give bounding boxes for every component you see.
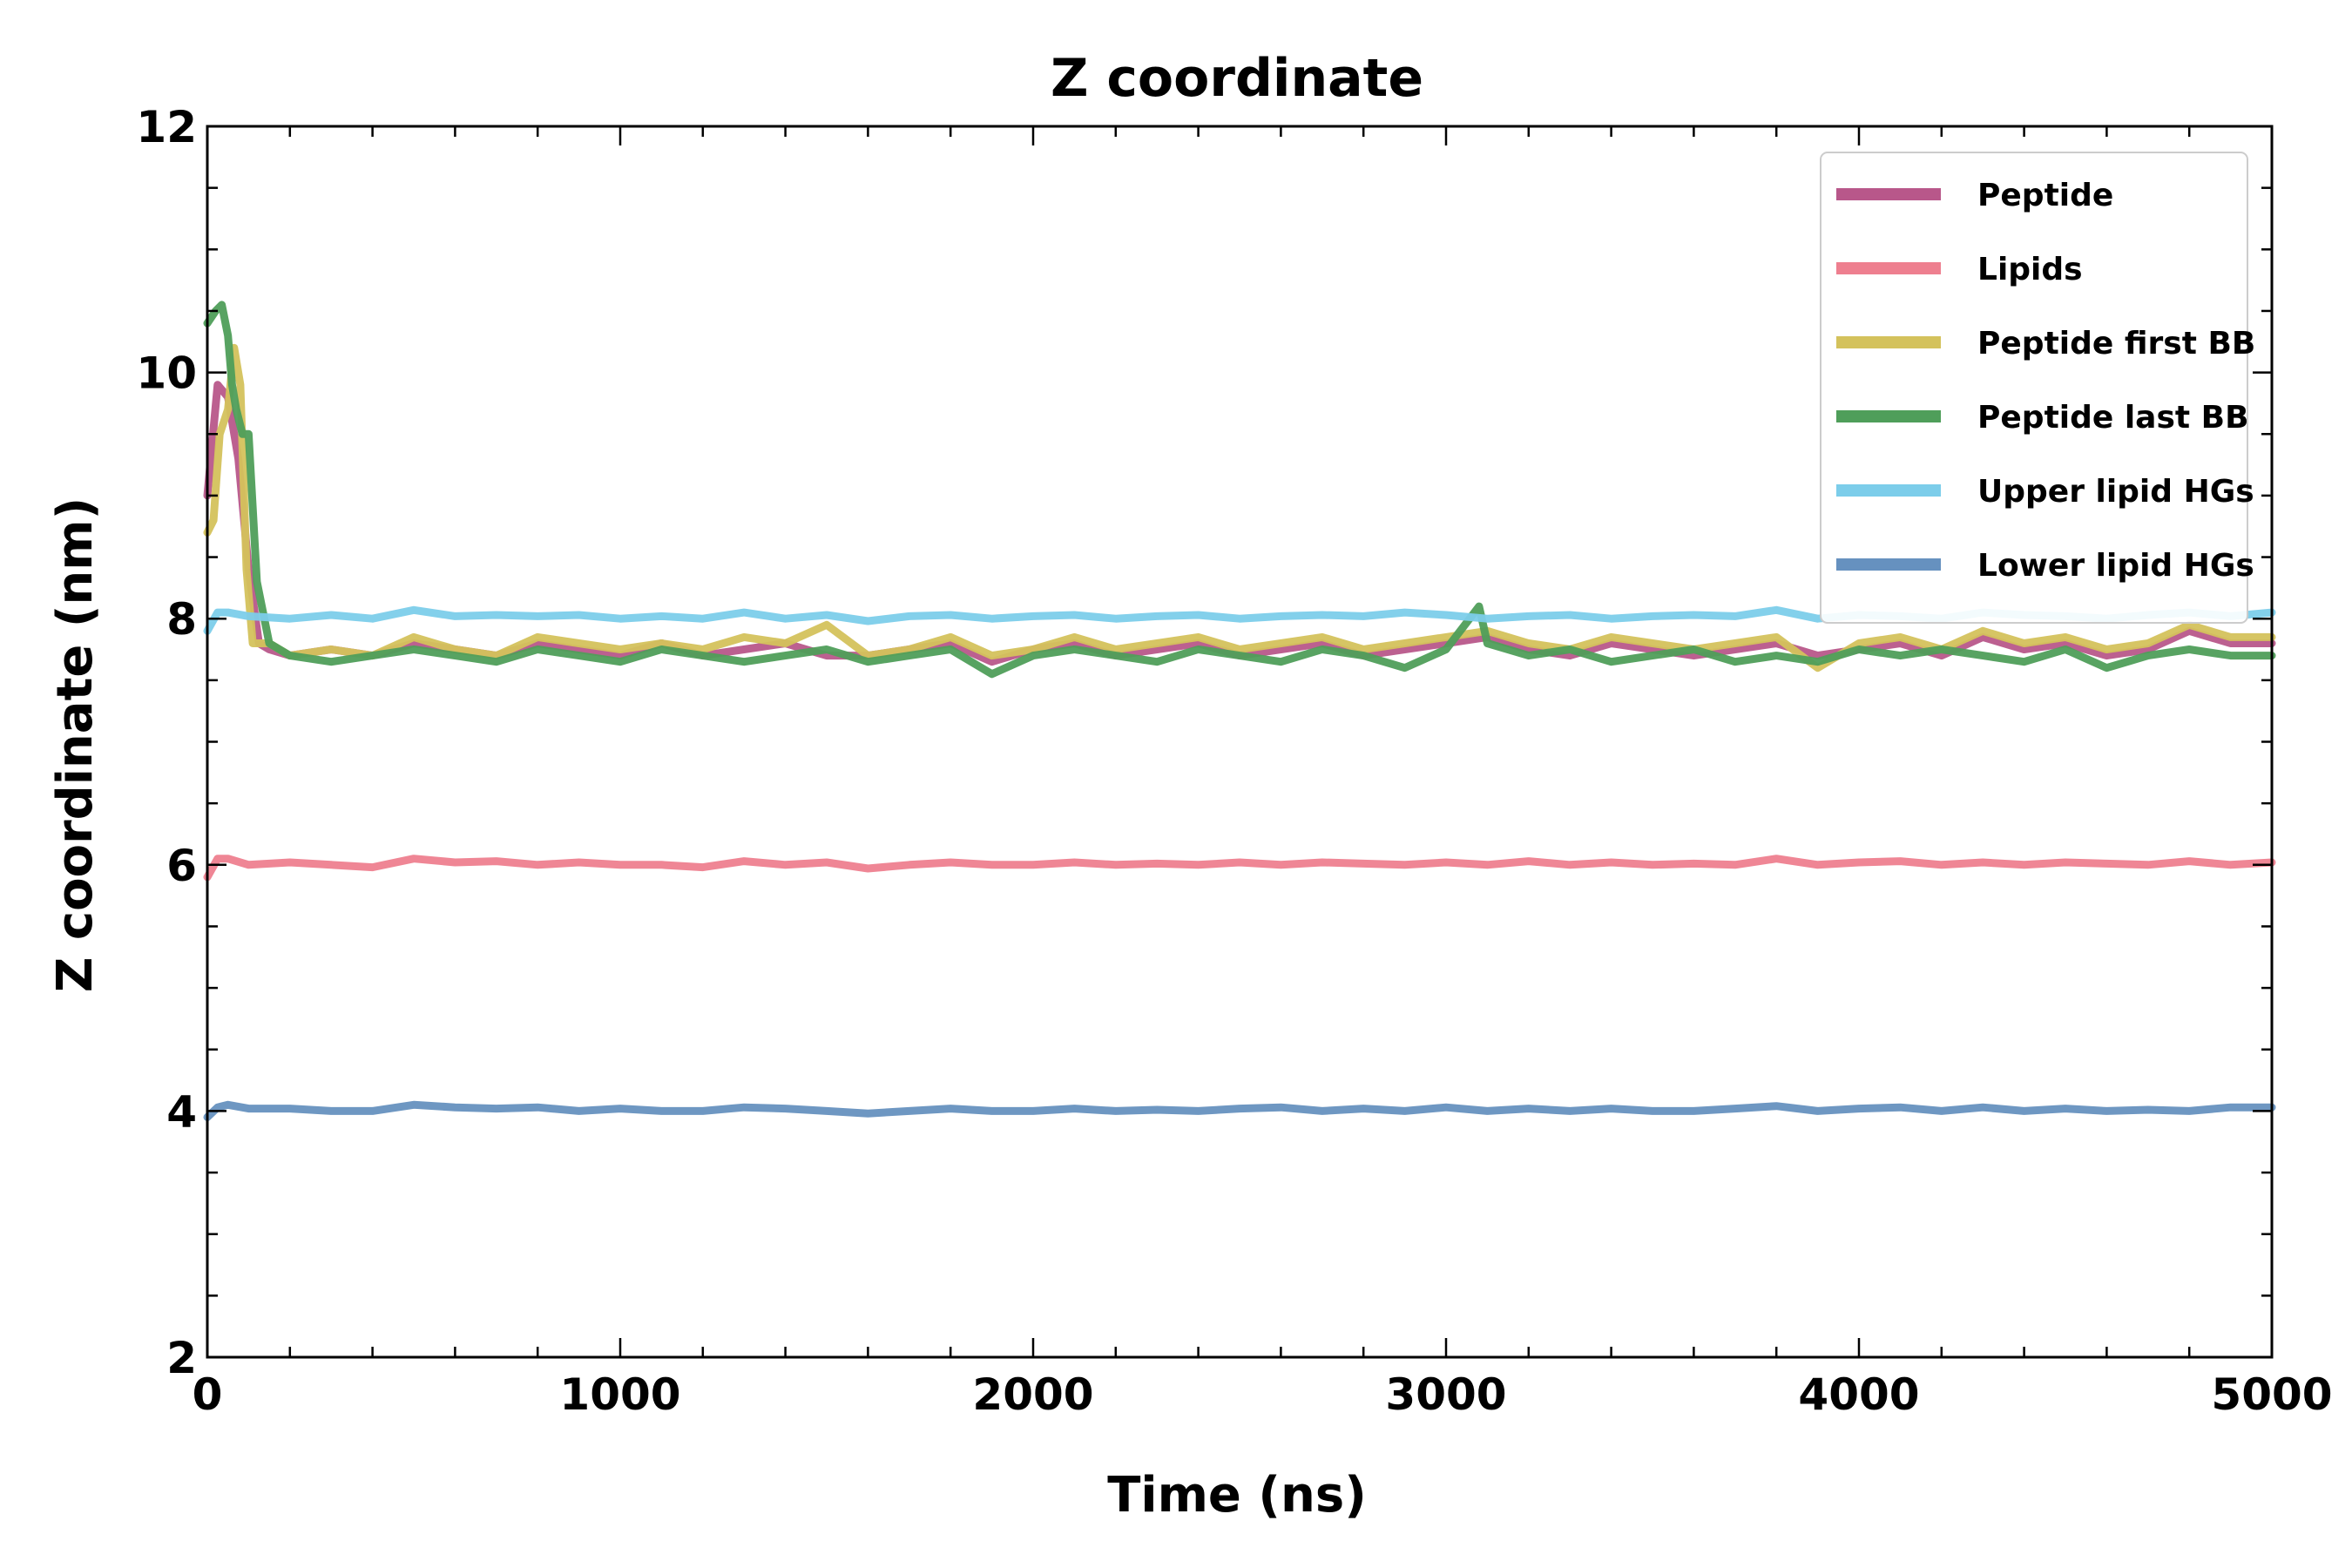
series-line-5 xyxy=(203,1100,2276,1121)
y-tick-label: 10 xyxy=(136,348,197,399)
legend-label-2: Peptide first BB xyxy=(1977,326,2255,362)
y-tick-label: 4 xyxy=(166,1086,197,1137)
x-tick-label: 1000 xyxy=(559,1369,680,1420)
legend-label-3: Peptide last BB xyxy=(1977,400,2249,436)
series-line-3 xyxy=(203,301,2276,679)
x-axis-label: Time (ns) xyxy=(1107,1467,1367,1524)
y-tick-label: 8 xyxy=(166,594,197,645)
legend: Peptide Lipids Peptide first BB Peptide las… xyxy=(1820,152,2255,624)
y-axis-label: Z coordinate (nm) xyxy=(47,497,104,992)
series-layer xyxy=(203,301,2276,1121)
y-tick-label: 6 xyxy=(166,841,197,891)
series-line-2 xyxy=(203,343,2276,672)
legend-label-1: Lipids xyxy=(1977,252,2083,287)
chart-title: Z coordinate xyxy=(1051,48,1423,109)
y-tick-label: 12 xyxy=(136,102,197,152)
ticks-layer: 0 1000 2000 3000 4000 5000 2 4 6 8 10 12 xyxy=(136,102,2332,1420)
legend-label-0: Peptide xyxy=(1977,178,2113,213)
legend-label-5: Lower lipid HGs xyxy=(1977,548,2254,584)
y-tick-label: 2 xyxy=(166,1333,197,1383)
series-line-1 xyxy=(203,855,2276,882)
legend-label-4: Upper lipid HGs xyxy=(1977,474,2254,510)
x-tick-label: 2000 xyxy=(972,1369,1093,1420)
x-tick-label: 5000 xyxy=(2211,1369,2332,1420)
x-tick-label: 3000 xyxy=(1385,1369,1506,1420)
x-tick-label: 4000 xyxy=(1798,1369,1919,1420)
x-tick-label: 0 xyxy=(193,1369,223,1420)
